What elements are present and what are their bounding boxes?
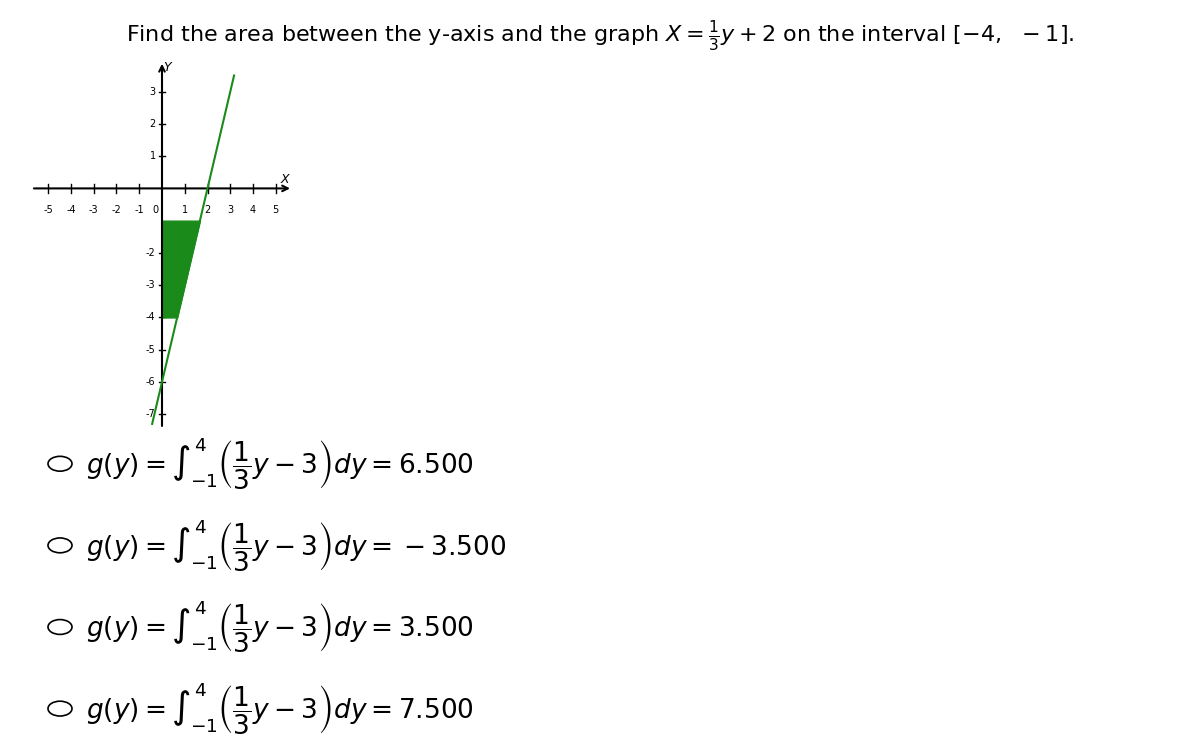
Text: 0: 0: [152, 205, 158, 214]
Text: 5: 5: [272, 205, 278, 214]
Text: 4: 4: [250, 205, 256, 214]
Text: -6: -6: [146, 377, 156, 387]
Text: -5: -5: [43, 205, 53, 214]
Text: -4: -4: [146, 312, 156, 323]
Text: Y: Y: [163, 61, 170, 74]
Text: -1: -1: [134, 205, 144, 214]
Text: -4: -4: [66, 205, 76, 214]
Text: -3: -3: [146, 280, 156, 290]
Text: $g(y) = \int_{-1}^{4} \left(\dfrac{1}{3}y - 3\right) dy = 7.500$: $g(y) = \int_{-1}^{4} \left(\dfrac{1}{3}…: [86, 680, 474, 737]
Text: 3: 3: [150, 87, 156, 96]
Text: -7: -7: [146, 410, 156, 419]
Text: 3: 3: [227, 205, 233, 214]
Text: 2: 2: [204, 205, 211, 214]
Text: $g(y) = \int_{-1}^{4} \left(\dfrac{1}{3}y - 3\right) dy = 6.500$: $g(y) = \int_{-1}^{4} \left(\dfrac{1}{3}…: [86, 436, 474, 492]
Text: $g(y) = \int_{-1}^{4} \left(\dfrac{1}{3}y - 3\right) dy = -3.500$: $g(y) = \int_{-1}^{4} \left(\dfrac{1}{3}…: [86, 517, 506, 574]
Text: -5: -5: [146, 345, 156, 355]
Text: X: X: [281, 173, 289, 186]
Text: -3: -3: [89, 205, 98, 214]
Text: 2: 2: [149, 119, 156, 129]
Text: -2: -2: [146, 248, 156, 258]
Text: 1: 1: [181, 205, 188, 214]
Text: -2: -2: [112, 205, 121, 214]
Text: $g(y) = \int_{-1}^{4} \left(\dfrac{1}{3}y - 3\right) dy = 3.500$: $g(y) = \int_{-1}^{4} \left(\dfrac{1}{3}…: [86, 599, 474, 655]
Text: 1: 1: [150, 151, 156, 161]
Text: Find the area between the y-axis and the graph $\mathit{X} = \frac{1}{3}y + 2$ o: Find the area between the y-axis and the…: [126, 19, 1074, 53]
